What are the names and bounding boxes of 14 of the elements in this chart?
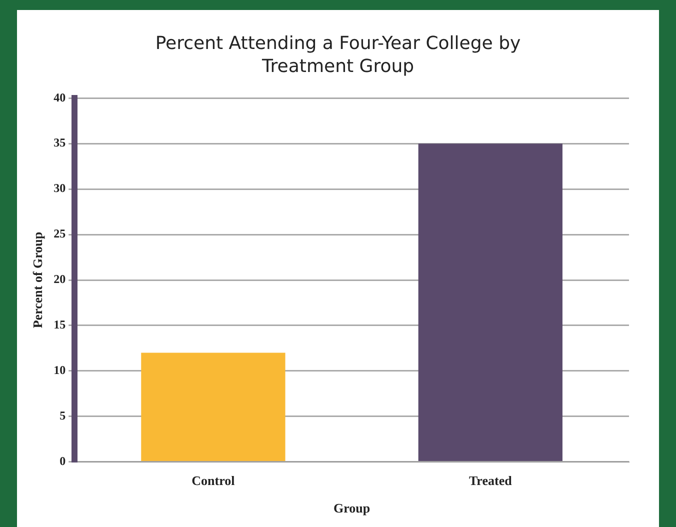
x-tick-label: Control bbox=[192, 472, 236, 488]
y-tick-label: 30 bbox=[54, 181, 66, 196]
y-tick-label: 20 bbox=[54, 272, 66, 286]
y-tick-label: 0 bbox=[60, 454, 66, 468]
y-tick-label: 5 bbox=[60, 408, 66, 422]
chart-title: Percent Attending a Four-Year College by Treatment Group bbox=[154, 32, 522, 78]
y-axis-title: Percent of Group bbox=[30, 232, 46, 328]
x-tick-label: Treated bbox=[468, 472, 513, 488]
x-axis-title: Group bbox=[333, 500, 370, 516]
y-tick-label: 40 bbox=[54, 90, 66, 104]
y-tick-label: 15 bbox=[54, 318, 66, 332]
y-tick-label: 35 bbox=[54, 136, 66, 150]
y-tick-label: 10 bbox=[54, 362, 66, 377]
y-tick-label: 25 bbox=[54, 226, 66, 241]
